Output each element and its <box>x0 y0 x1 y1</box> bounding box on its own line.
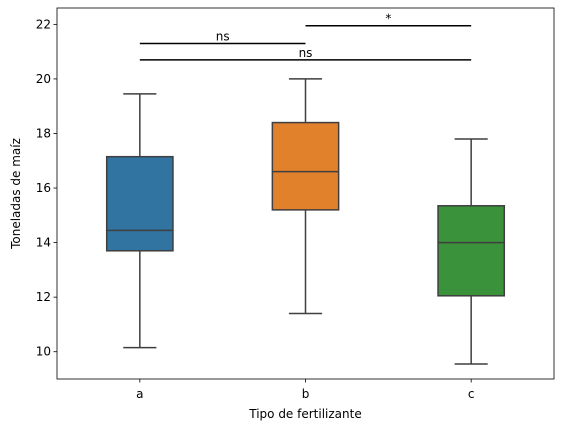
y-tick-label: 12 <box>36 290 51 304</box>
y-tick-label: 14 <box>36 236 51 250</box>
y-tick-label: 22 <box>36 17 51 31</box>
boxes-layer <box>105 78 506 365</box>
y-axis-ticks: 10 12 14 16 18 20 22 <box>36 17 57 359</box>
x-tick-label: c <box>468 387 475 401</box>
box-iqr <box>437 205 506 297</box>
box-a <box>105 93 174 349</box>
box-iqr <box>105 155 174 252</box>
y-tick-label: 18 <box>36 126 51 140</box>
x-axis-ticks: a b c <box>136 379 474 401</box>
significance-layer: * ns ns <box>139 12 472 61</box>
box-iqr <box>271 121 340 211</box>
y-tick-label: 20 <box>36 72 51 86</box>
significance-label: ns <box>216 29 230 43</box>
significance-a-b: ns <box>139 29 306 45</box>
box-b <box>271 78 340 315</box>
significance-a-c: ns <box>139 46 472 61</box>
x-tick-label: b <box>302 387 310 401</box>
significance-label: * <box>385 12 391 26</box>
x-tick-label: a <box>136 387 143 401</box>
significance-label: ns <box>299 46 313 60</box>
y-tick-label: 10 <box>36 345 51 359</box>
x-axis-label: Tipo de fertilizante <box>248 407 361 421</box>
box-c <box>437 138 506 365</box>
y-tick-label: 16 <box>36 181 51 195</box>
y-axis-label: Toneladas de maíz <box>9 138 23 250</box>
significance-b-c: * <box>305 12 472 27</box>
